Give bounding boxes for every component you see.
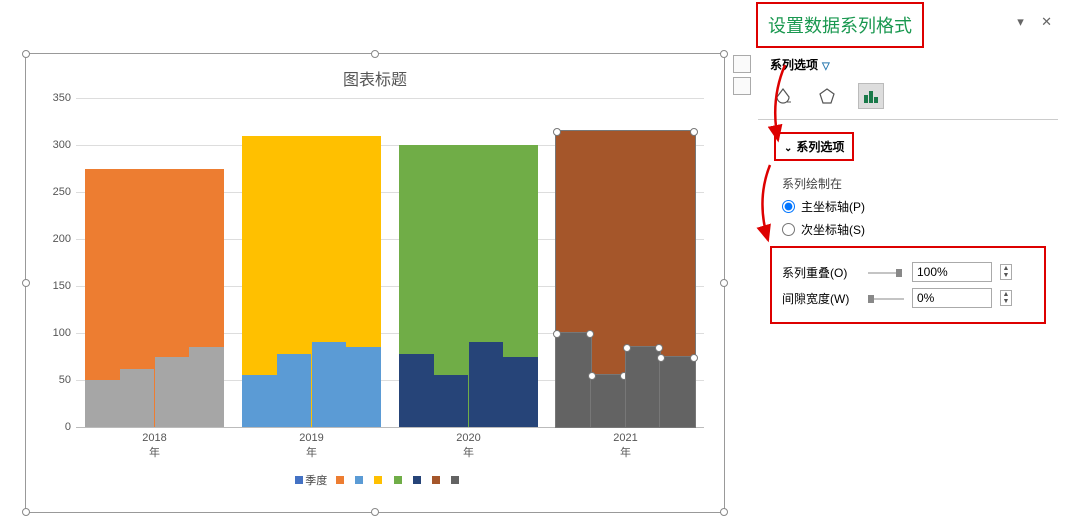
y-tick-label: 350 — [41, 92, 71, 104]
gap-width-slider[interactable] — [868, 293, 904, 303]
resize-handle[interactable] — [720, 508, 728, 516]
plot-area[interactable]: 050100150200250300350 — [76, 98, 704, 428]
legend-swatch[interactable] — [374, 476, 382, 484]
series-bar-front[interactable] — [399, 354, 434, 427]
gap-width-spinner[interactable]: ▲▼ — [1000, 290, 1012, 306]
fill-line-icon[interactable] — [770, 83, 796, 109]
y-tick-label: 300 — [41, 139, 71, 151]
y-tick-label: 0 — [41, 421, 71, 433]
series-bar-front[interactable] — [469, 342, 504, 427]
overlap-input[interactable] — [912, 262, 992, 282]
chart-tool-button[interactable] — [733, 55, 751, 73]
resize-handle[interactable] — [22, 50, 30, 58]
series-bar-front[interactable] — [346, 347, 381, 427]
legend-swatch[interactable] — [336, 476, 344, 484]
x-tick-label: 2019年 — [242, 432, 380, 460]
gap-width-input[interactable] — [912, 288, 992, 308]
overlap-spinner[interactable]: ▲▼ — [1000, 264, 1012, 280]
gap-width-label: 间隙宽度(W) — [782, 290, 860, 307]
pane-options-icon[interactable]: ▾ — [1017, 14, 1024, 29]
series-bar-front[interactable] — [626, 347, 661, 427]
resize-handle[interactable] — [720, 279, 728, 287]
legend-swatch[interactable] — [355, 476, 363, 484]
y-tick-label: 150 — [41, 280, 71, 292]
overlap-slider[interactable] — [868, 267, 904, 277]
chart-tools-strip — [733, 55, 753, 99]
y-tick-label: 50 — [41, 374, 71, 386]
series-bar-front[interactable] — [503, 357, 538, 428]
series-bar-front[interactable] — [556, 333, 591, 427]
plot-on-label: 系列绘制在 — [782, 175, 1034, 192]
effects-icon[interactable] — [814, 83, 840, 109]
legend-swatch[interactable] — [432, 476, 440, 484]
resize-handle[interactable] — [22, 508, 30, 516]
x-tick-label: 2018年 — [85, 432, 223, 460]
series-bar-front[interactable] — [189, 347, 224, 427]
legend-swatch[interactable] — [394, 476, 402, 484]
series-options-icon[interactable] — [858, 83, 884, 109]
y-tick-label: 200 — [41, 233, 71, 245]
legend[interactable]: 季度 — [26, 472, 724, 488]
resize-handle[interactable] — [371, 50, 379, 58]
close-icon[interactable]: ✕ — [1041, 14, 1052, 29]
chevron-down-icon: ▽ — [822, 61, 830, 72]
series-bar-front[interactable] — [85, 380, 120, 427]
resize-handle[interactable] — [22, 279, 30, 287]
pane-title: 设置数据系列格式 — [758, 4, 922, 46]
series-bar-front[interactable] — [312, 342, 347, 427]
series-bar-front[interactable] — [155, 357, 190, 428]
series-bar-front[interactable] — [660, 357, 695, 428]
resize-handle[interactable] — [720, 50, 728, 58]
secondary-axis-radio[interactable]: 次坐标轴(S) — [782, 221, 1034, 238]
chart-container[interactable]: 图表标题 050100150200250300350 2018年2019年202… — [25, 53, 725, 513]
series-bar-front[interactable] — [434, 375, 469, 427]
format-pane: 设置数据系列格式 ▾ ✕ 系列选项▽ ⌄系列选项 系列绘制在 主坐标轴(P) 次… — [758, 4, 1058, 332]
legend-swatch[interactable] — [413, 476, 421, 484]
series-options-dropdown[interactable]: 系列选项▽ — [758, 46, 1058, 77]
series-options-section[interactable]: ⌄系列选项 — [774, 132, 854, 161]
x-tick-label: 2021年 — [556, 432, 694, 460]
chart-tool-button[interactable] — [733, 77, 751, 95]
primary-axis-radio[interactable]: 主坐标轴(P) — [782, 198, 1034, 215]
y-tick-label: 100 — [41, 327, 71, 339]
legend-swatch[interactable] — [451, 476, 459, 484]
series-bar-front[interactable] — [591, 375, 626, 427]
overlap-label: 系列重叠(O) — [782, 264, 860, 281]
resize-handle[interactable] — [371, 508, 379, 516]
y-tick-label: 250 — [41, 186, 71, 198]
pane-tabs — [758, 77, 1058, 120]
series-bar-front[interactable] — [242, 375, 277, 427]
x-tick-label: 2020年 — [399, 432, 537, 460]
series-bar-front[interactable] — [120, 369, 155, 427]
series-settings-box: 系列重叠(O) ▲▼ 间隙宽度(W) ▲▼ — [770, 246, 1046, 324]
series-bar-front[interactable] — [277, 354, 312, 427]
x-axis-labels: 2018年 2019年 2020年 2021年 — [76, 432, 704, 460]
chart-title[interactable]: 图表标题 — [26, 54, 724, 98]
chevron-down-icon: ⌄ — [784, 143, 792, 154]
